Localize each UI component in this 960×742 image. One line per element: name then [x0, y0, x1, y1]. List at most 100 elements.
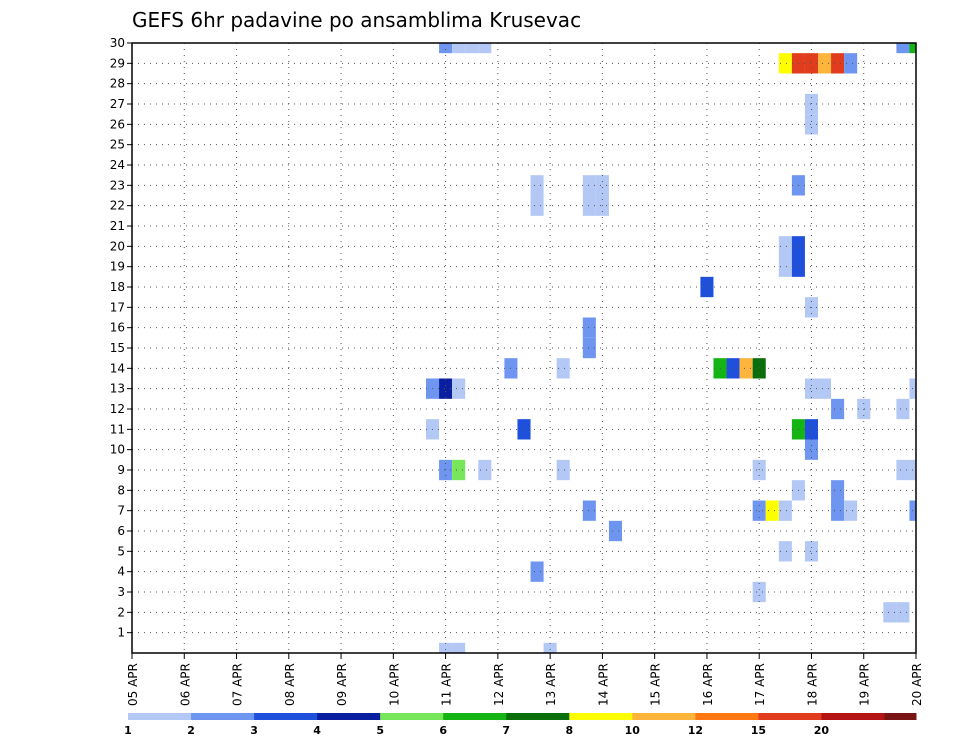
legend-swatch — [254, 713, 318, 720]
precip-cell — [700, 276, 714, 298]
precip-cell — [804, 439, 818, 460]
chart-title: GEFS 6hr padavine po ansamblima Krusevac — [132, 8, 581, 32]
precip-cell — [752, 358, 766, 379]
y-tick-label: 5 — [117, 544, 125, 558]
precip-cell — [465, 43, 479, 54]
precip-cell — [896, 602, 910, 623]
precip-cell — [831, 500, 845, 521]
precip-cell — [909, 43, 916, 54]
precip-cell — [818, 378, 832, 399]
y-tick-label: 17 — [110, 300, 125, 314]
x-tick-label: 08 APR — [283, 663, 297, 706]
x-tick-label: 17 APR — [753, 663, 767, 706]
precip-cell — [530, 195, 544, 216]
legend-label: 4 — [313, 724, 321, 737]
precip-cell — [804, 419, 818, 440]
legend-swatch — [380, 713, 444, 720]
precip-cell — [778, 236, 792, 257]
precip-cell — [883, 602, 897, 623]
precip-cell — [608, 520, 622, 542]
y-tick-label: 6 — [117, 524, 125, 538]
legend-label: 20 — [814, 724, 830, 737]
y-tick-label: 27 — [110, 97, 125, 111]
y-tick-label: 30 — [110, 36, 125, 50]
x-tick-label: 09 APR — [335, 663, 349, 706]
precip-cell — [831, 53, 845, 74]
x-tick-label: 07 APR — [231, 663, 245, 706]
precip-cell — [595, 175, 609, 196]
legend-swatch — [443, 713, 507, 720]
legend-label: 12 — [688, 724, 703, 737]
precip-cell — [831, 398, 845, 420]
y-tick-label: 2 — [117, 605, 125, 619]
x-tick-label: 06 APR — [178, 663, 192, 706]
y-axis: 1234567891011121314151617181920212223242… — [110, 36, 132, 640]
precip-cell — [896, 43, 910, 54]
precip-cell — [778, 500, 792, 521]
legend-swatch — [569, 713, 633, 720]
precip-cell — [439, 642, 453, 653]
precip-cell — [804, 541, 818, 562]
precip-cell — [582, 337, 596, 359]
y-tick-label: 19 — [110, 260, 125, 274]
y-tick-label: 12 — [110, 402, 125, 416]
precip-cell — [452, 378, 466, 399]
precip-cell — [778, 53, 792, 74]
y-tick-label: 10 — [110, 443, 125, 457]
precip-cell — [530, 561, 544, 582]
precip-cell — [752, 581, 766, 603]
x-tick-label: 12 APR — [492, 663, 506, 706]
y-tick-label: 18 — [110, 280, 125, 294]
precip-cell — [818, 53, 832, 74]
precip-cell — [804, 378, 818, 399]
legend-swatch — [695, 713, 759, 720]
y-tick-label: 21 — [110, 219, 125, 233]
y-tick-label: 23 — [110, 178, 125, 192]
precip-cell — [543, 642, 557, 653]
x-tick-label: 11 APR — [440, 663, 454, 706]
x-tick-label: 10 APR — [387, 663, 401, 706]
precip-cells — [426, 43, 916, 653]
y-tick-label: 16 — [110, 321, 125, 335]
precip-cell — [452, 459, 466, 481]
y-tick-label: 8 — [117, 483, 125, 497]
y-tick-label: 20 — [110, 239, 125, 253]
y-tick-label: 28 — [110, 77, 125, 91]
precip-cell — [517, 419, 531, 440]
x-tick-label: 20 APR — [910, 663, 924, 706]
y-tick-label: 26 — [110, 117, 125, 131]
x-tick-label: 13 APR — [544, 663, 558, 706]
x-tick-label: 16 APR — [701, 663, 715, 706]
y-tick-label: 29 — [110, 56, 125, 70]
y-tick-label: 13 — [110, 382, 125, 396]
x-tick-label: 14 APR — [596, 663, 610, 706]
precip-cell — [896, 459, 910, 481]
precip-cell — [556, 358, 570, 379]
precip-cell — [582, 175, 596, 196]
legend-swatch — [128, 713, 192, 720]
precip-cell — [752, 500, 766, 521]
legend-label: 10 — [625, 724, 641, 737]
y-tick-label: 3 — [117, 585, 125, 599]
precip-cell — [530, 175, 544, 196]
precip-cell — [582, 317, 596, 338]
y-tick-label: 22 — [110, 199, 125, 213]
y-tick-label: 9 — [117, 463, 125, 477]
legend-swatch — [191, 713, 255, 720]
precip-cell — [804, 114, 818, 135]
precip-cell — [439, 378, 453, 399]
y-tick-label: 4 — [117, 565, 125, 579]
legend-swatch — [506, 713, 570, 720]
precip-cell — [726, 358, 740, 379]
legend-label: 3 — [250, 724, 258, 737]
precip-cell — [804, 53, 818, 74]
legend-label: 8 — [565, 724, 573, 737]
legend-swatch — [632, 713, 696, 720]
y-tick-label: 1 — [117, 626, 125, 640]
precip-cell — [778, 541, 792, 562]
precip-cell — [844, 53, 858, 74]
precip-cell — [739, 358, 753, 379]
legend-label: 2 — [187, 724, 195, 737]
legend-swatch — [758, 713, 822, 720]
y-tick-label: 14 — [110, 361, 125, 375]
